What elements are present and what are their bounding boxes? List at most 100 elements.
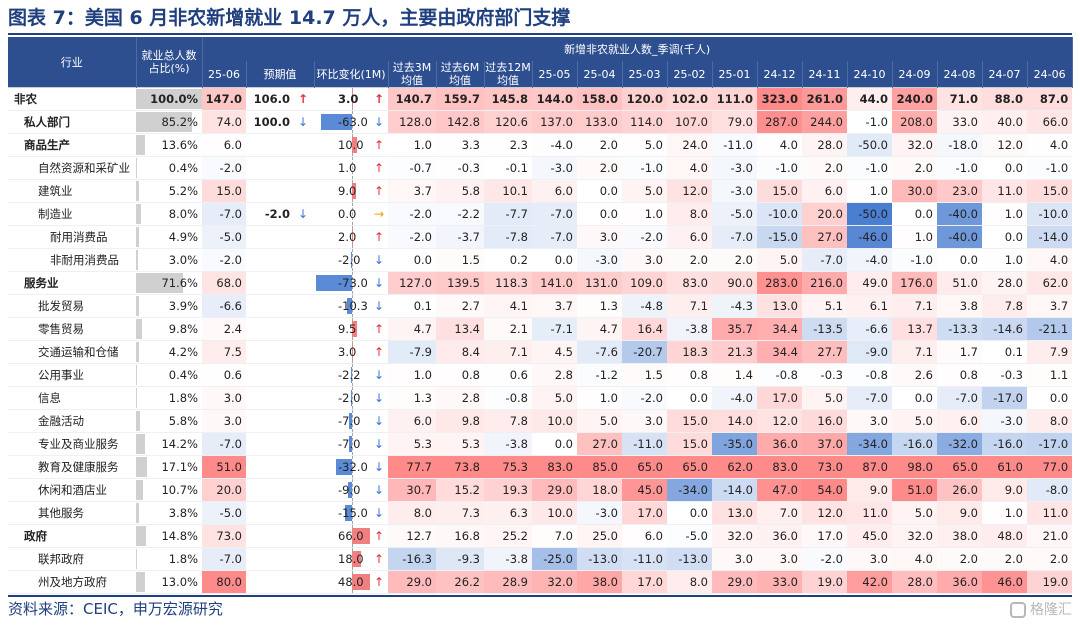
header-pred: 预期值 — [246, 61, 315, 88]
value-month: -4.0 — [532, 133, 577, 157]
share-value: 4.2% — [168, 345, 198, 359]
value-avg12: -0.1 — [484, 156, 532, 180]
share-cell: 0.4% — [136, 156, 202, 180]
industry-name: 非农 — [8, 87, 136, 111]
share-value: 0.4% — [168, 368, 198, 382]
value-month: 47.0 — [757, 478, 802, 502]
value-month: 0.0 — [577, 202, 622, 226]
value-month: -3.0 — [712, 179, 757, 203]
value-avg3: 3.7 — [388, 179, 436, 203]
value-month: 17.0 — [622, 501, 667, 525]
value-month: 13.0 — [712, 501, 757, 525]
chg-value: -32.0 — [338, 460, 368, 474]
value-month: 1.5 — [622, 363, 667, 387]
value-month: 30.0 — [892, 179, 937, 203]
value-month: -14.0 — [712, 478, 757, 502]
value-month: 144.0 — [532, 87, 577, 111]
table-row: 服务业 71.6% 68.0 -73.0 ↓ 127.0 139.5 118.3 141.0 13… — [8, 271, 1073, 295]
value-month: 66.0 — [1027, 110, 1073, 134]
chg-value: 1.0 — [338, 161, 357, 175]
header-month: 24-07 — [982, 61, 1028, 88]
value-month: -3.0 — [532, 156, 577, 180]
share-value: 71.6% — [161, 276, 198, 290]
value-month: 2.0 — [982, 547, 1027, 571]
value-avg3: -2.0 — [388, 202, 436, 226]
value-month: 1.0 — [577, 386, 622, 410]
value-month: 62.0 — [712, 455, 757, 479]
pred-arrow — [292, 156, 314, 180]
value-avg6: 142.8 — [436, 110, 484, 134]
value-avg6: 5.3 — [436, 432, 484, 456]
header-month: 24-10 — [847, 61, 893, 88]
value-month: 3.0 — [577, 225, 622, 249]
chg-axis — [352, 410, 353, 432]
value-month: 7.1 — [892, 340, 937, 364]
value-month: 1.0 — [622, 202, 667, 226]
chg-bar — [349, 413, 352, 429]
share-bar — [136, 457, 148, 477]
share-cell: 5.2% — [136, 179, 202, 203]
value-avg3: 6.0 — [388, 409, 436, 433]
value-2506: -2.0 — [202, 248, 246, 272]
share-cell: 85.2% — [136, 110, 202, 134]
value-month: 2.8 — [532, 363, 577, 387]
chg-bar — [352, 528, 370, 544]
value-2506: 80.0 — [202, 570, 246, 594]
value-month: 85.0 — [577, 455, 622, 479]
header-month: 25-05 — [532, 61, 578, 88]
value-avg3: 127.0 — [388, 271, 436, 295]
pred-value — [246, 271, 292, 295]
value-month: 7.1 — [667, 294, 712, 318]
value-month: 137.0 — [532, 110, 577, 134]
pred-value: -2.0 — [246, 202, 292, 226]
chg-arrow: ↓ — [370, 501, 388, 525]
value-month: 24.0 — [667, 133, 712, 157]
chg-cell: -2.2 — [314, 363, 370, 387]
value-avg12: 10.1 — [484, 179, 532, 203]
value-month: 4.0 — [1027, 248, 1073, 272]
share-bar — [136, 296, 139, 316]
value-2506: 6.0 — [202, 133, 246, 157]
value-month: -9.0 — [847, 340, 892, 364]
industry-name: 其他服务 — [8, 501, 136, 525]
value-month: 5.0 — [892, 501, 937, 525]
value-avg3: 140.7 — [388, 87, 436, 111]
value-month: 3.0 — [622, 248, 667, 272]
table-row: 建筑业 5.2% 15.0 9.0 ↑ 3.7 5.8 10.1 6.0 0.0 5.0 12.0 -3… — [8, 179, 1073, 203]
table-row: 商品生产 13.6% 6.0 10.0 ↑ 1.0 3.3 2.3 -4.0 2.0 5.0 24.0… — [8, 133, 1073, 157]
value-month: 5.0 — [532, 386, 577, 410]
value-month: 0.0 — [892, 386, 937, 410]
header-month: 25-04 — [577, 61, 623, 88]
value-month: 0.8 — [937, 363, 982, 387]
chg-cell: -2.0 — [314, 386, 370, 410]
value-avg6: 139.5 — [436, 271, 484, 295]
chg-cell: 1.0 — [314, 156, 370, 180]
chg-bar — [349, 436, 352, 452]
value-month: 12.0 — [757, 409, 802, 433]
chg-cell: 18.0 — [314, 547, 370, 571]
value-avg12: 118.3 — [484, 271, 532, 295]
share-bar — [136, 549, 138, 569]
chg-axis — [352, 272, 353, 294]
chg-value: -9.0 — [338, 483, 361, 497]
value-month: 17.0 — [802, 524, 847, 548]
pred-arrow: ↓ — [292, 202, 314, 226]
header-avg3: 过去3M均值 — [388, 61, 437, 88]
chg-bar — [352, 551, 361, 567]
value-avg12: 120.6 — [484, 110, 532, 134]
share-cell: 14.8% — [136, 524, 202, 548]
value-avg12: 75.3 — [484, 455, 532, 479]
value-month: 19.0 — [802, 570, 847, 594]
header-month: 24-08 — [937, 61, 983, 88]
pred-value — [246, 363, 292, 387]
share-value: 13.6% — [161, 138, 198, 152]
value-month: -16.0 — [982, 432, 1027, 456]
value-month: 20.0 — [802, 202, 847, 226]
share-cell: 14.2% — [136, 432, 202, 456]
value-month: -11.0 — [622, 547, 667, 571]
pred-value — [246, 156, 292, 180]
value-month: 71.0 — [937, 87, 982, 111]
value-month: 1.0 — [892, 225, 937, 249]
value-month: -34.0 — [847, 432, 892, 456]
pred-value — [246, 501, 292, 525]
